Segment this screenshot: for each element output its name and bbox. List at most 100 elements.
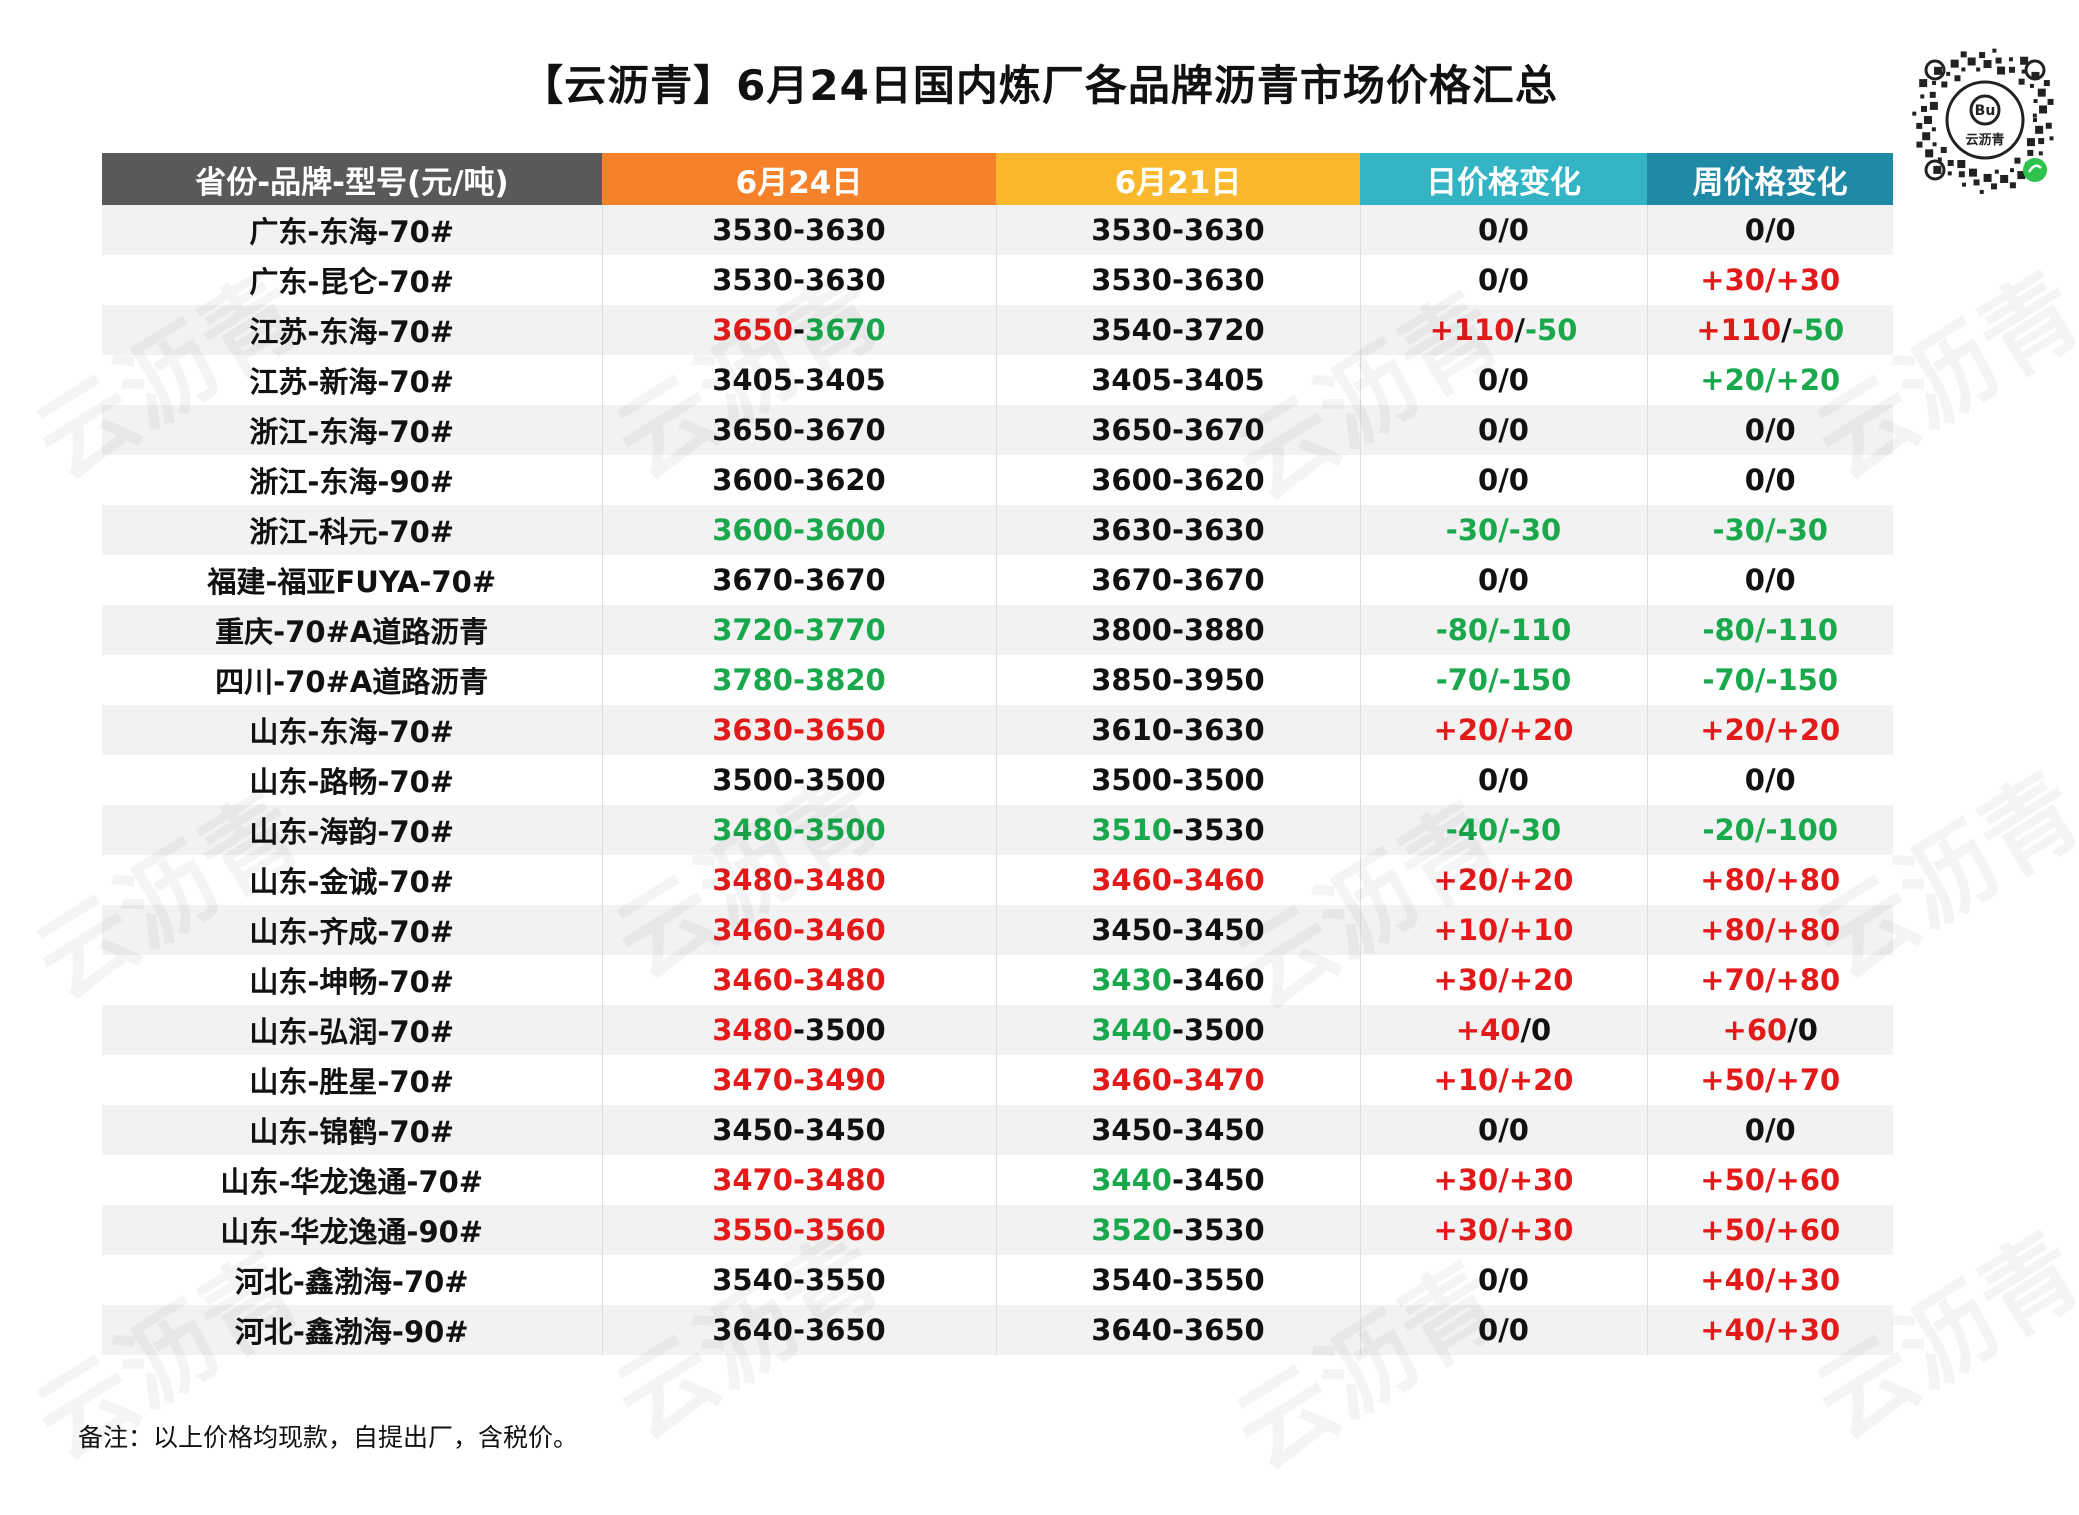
value-segment: - (792, 1313, 806, 1347)
value-segment: +80/+80 (1700, 913, 1841, 947)
cell-name: 山东-坤畅-70# (102, 955, 603, 1005)
value-segment: 3430 (1091, 963, 1172, 997)
value-segment: 3405 (1091, 363, 1172, 397)
value-segment: 3500 (805, 763, 886, 797)
value-segment: 3460 (1091, 863, 1172, 897)
value-segment: 3650 (805, 1313, 886, 1347)
mini-program-qr-code[interactable]: Bu 云沥青 (1905, 40, 2065, 200)
value-segment: - (1171, 1013, 1185, 1047)
cell-name: 山东-金诚-70# (102, 855, 603, 905)
value-segment: 3780 (712, 663, 793, 697)
value-segment: 0/0 (1744, 763, 1796, 797)
value-segment: +30/+30 (1433, 1213, 1574, 1247)
value-segment: -50 (1791, 313, 1845, 347)
cell-name: 山东-齐成-70# (102, 905, 603, 955)
cell-date-previous: 3510-3530 (996, 805, 1361, 855)
value-segment: - (1171, 713, 1185, 747)
value-segment: - (1171, 413, 1185, 447)
cell-week-change: +50/+70 (1647, 1055, 1893, 1105)
cell-date-current: 3600-3600 (602, 505, 997, 555)
value-segment: - (792, 513, 806, 547)
value-segment: 3600 (1091, 463, 1172, 497)
cell-name: 广东-昆仑-70# (102, 255, 603, 305)
cell-week-change: 0/0 (1647, 455, 1893, 505)
value-segment: - (1171, 863, 1185, 897)
value-segment: 3530 (1091, 263, 1172, 297)
value-segment: 3670 (1184, 563, 1265, 597)
value-segment: - (1171, 813, 1185, 847)
cell-date-previous: 3450-3450 (996, 905, 1361, 955)
value-segment: 3720 (712, 613, 793, 647)
value-segment: 3470 (712, 1063, 793, 1097)
value-segment: 3490 (805, 1063, 886, 1097)
value-segment: +70/+80 (1700, 963, 1841, 997)
value-segment: 3630 (1184, 213, 1265, 247)
value-segment: 3670 (712, 563, 793, 597)
cell-day-change: 0/0 (1360, 1305, 1648, 1355)
value-segment: -40/-30 (1445, 813, 1562, 847)
value-segment: +40/+30 (1700, 1313, 1841, 1347)
cell-name: 山东-东海-70# (102, 705, 603, 755)
cell-date-previous: 3800-3880 (996, 605, 1361, 655)
header-day-change: 日价格变化 (1360, 153, 1647, 205)
value-segment: - (792, 1113, 806, 1147)
cell-week-change: -20/-100 (1647, 805, 1893, 855)
table-row: 山东-华龙逸通-70# 3470-3480 3440-3450 +30/+30 +50/… (102, 1155, 1893, 1205)
cell-name: 江苏-新海-70# (102, 355, 603, 405)
table-row: 山东-华龙逸通-90# 3550-3560 3520-3530 +30/+30 +50/… (102, 1205, 1893, 1255)
cell-week-change: +70/+80 (1647, 955, 1893, 1005)
cell-date-current: 3600-3620 (602, 455, 997, 505)
value-segment: +10/+10 (1433, 913, 1574, 947)
cell-date-current: 3540-3550 (602, 1255, 997, 1305)
cell-day-change: -40/-30 (1360, 805, 1648, 855)
cell-date-previous: 3450-3450 (996, 1105, 1361, 1155)
cell-date-previous: 3500-3500 (996, 755, 1361, 805)
cell-name: 山东-锦鹤-70# (102, 1105, 603, 1155)
value-segment: +110 (1696, 313, 1782, 347)
value-segment: 0/0 (1478, 1113, 1529, 1147)
table-row: 广东-东海-70# 3530-3630 3530-3630 0/0 0/0 (102, 205, 1893, 255)
cell-week-change: 0/0 (1647, 755, 1893, 805)
cell-date-previous: 3530-3630 (996, 205, 1361, 255)
value-segment: - (1171, 1063, 1185, 1097)
value-segment: 0/0 (1744, 463, 1796, 497)
value-segment: - (1171, 563, 1185, 597)
cell-day-change: 0/0 (1360, 755, 1648, 805)
value-segment: 3550 (805, 1263, 886, 1297)
cell-name: 浙江-科元-70# (102, 505, 603, 555)
value-segment: - (792, 563, 806, 597)
value-segment: 3650 (1091, 413, 1172, 447)
table-row: 山东-海韵-70# 3480-3500 3510-3530 -40/-30 -20/-1… (102, 805, 1893, 855)
value-segment: 0/0 (1744, 213, 1796, 247)
header-week-change: 周价格变化 (1647, 153, 1893, 205)
cell-date-current: 3480-3500 (602, 1005, 997, 1055)
value-segment: -20/-100 (1702, 813, 1839, 847)
cell-week-change: +20/+20 (1647, 355, 1893, 405)
cell-name: 广东-东海-70# (102, 205, 603, 255)
value-segment: - (792, 1213, 806, 1247)
value-segment: 3500 (1184, 1013, 1265, 1047)
cell-date-current: 3630-3650 (602, 705, 997, 755)
value-segment: 0/0 (1478, 763, 1529, 797)
cell-date-current: 3720-3770 (602, 605, 997, 655)
value-segment: +50/+70 (1700, 1063, 1841, 1097)
cell-week-change: +40/+30 (1647, 1305, 1893, 1355)
value-segment: 3630 (1184, 263, 1265, 297)
cell-date-previous: 3530-3630 (996, 255, 1361, 305)
value-segment: 3405 (805, 363, 886, 397)
cell-date-current: 3405-3405 (602, 355, 997, 405)
value-segment: - (792, 963, 806, 997)
cell-week-change: 0/0 (1647, 405, 1893, 455)
cell-date-current: 3450-3450 (602, 1105, 997, 1155)
cell-date-previous: 3850-3950 (996, 655, 1361, 705)
value-segment: 3720 (1184, 313, 1265, 347)
cell-name: 江苏-东海-70# (102, 305, 603, 355)
value-segment: 3630 (712, 713, 793, 747)
value-segment: +80/+80 (1700, 863, 1841, 897)
cell-week-change: +50/+60 (1647, 1155, 1893, 1205)
value-segment: - (792, 613, 806, 647)
cell-week-change: 0/0 (1647, 205, 1893, 255)
cell-week-change: +50/+60 (1647, 1205, 1893, 1255)
value-segment: -80/-110 (1702, 613, 1839, 647)
cell-date-current: 3480-3480 (602, 855, 997, 905)
